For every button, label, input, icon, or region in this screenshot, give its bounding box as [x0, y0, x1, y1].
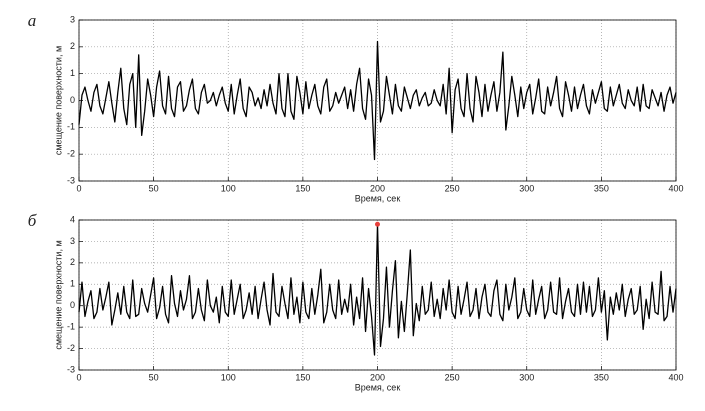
x-tick-label: 350	[594, 183, 609, 193]
x-tick-label: 250	[445, 183, 460, 193]
x-tick-label: 50	[149, 372, 159, 382]
panel-label: а	[28, 11, 37, 30]
x-tick-label: 200	[370, 183, 385, 193]
x-tick-label: 250	[445, 372, 460, 382]
axes-frame	[78, 19, 677, 182]
panel-label: б	[28, 211, 37, 230]
x-tick-label: 400	[668, 372, 683, 382]
y-tick-label: -1	[67, 122, 75, 132]
y-axis-label: смещение поверхности, м	[53, 46, 63, 155]
x-axis-label: Время, сек	[355, 382, 401, 392]
axes-frame	[78, 219, 677, 371]
y-tick-label: 4	[70, 214, 75, 224]
x-tick-label: 400	[668, 183, 683, 193]
y-tick-label: 1	[70, 279, 75, 289]
x-tick-label: 150	[295, 183, 310, 193]
x-tick-label: 50	[149, 183, 159, 193]
y-tick-label: -2	[67, 149, 75, 159]
y-tick-label: -3	[67, 175, 75, 185]
x-tick-label: 100	[221, 183, 236, 193]
x-tick-label: 0	[76, 372, 81, 382]
x-axis-label: Время, сек	[355, 193, 401, 203]
x-tick-label: 0	[76, 183, 81, 193]
y-tick-label: 2	[70, 257, 75, 267]
y-tick-label: 3	[70, 14, 75, 24]
y-tick-label: 3	[70, 236, 75, 246]
y-tick-label: 0	[70, 300, 75, 310]
y-tick-label: 2	[70, 41, 75, 51]
signal-line	[78, 40, 677, 161]
peak-marker	[375, 221, 380, 227]
x-tick-label: 150	[295, 372, 310, 382]
y-tick-label: -2	[67, 343, 75, 353]
y-tick-label: -1	[67, 322, 75, 332]
y-tick-label: 0	[70, 95, 75, 105]
y-tick-label: 1	[70, 68, 75, 78]
x-tick-label: 100	[221, 372, 236, 382]
x-tick-label: 200	[370, 372, 385, 382]
x-tick-label: 350	[594, 372, 609, 382]
y-tick-label: -3	[67, 364, 75, 374]
x-tick-label: 300	[519, 183, 534, 193]
x-tick-label: 300	[519, 372, 534, 382]
y-axis-label: смещение поверхности, м	[53, 240, 63, 349]
